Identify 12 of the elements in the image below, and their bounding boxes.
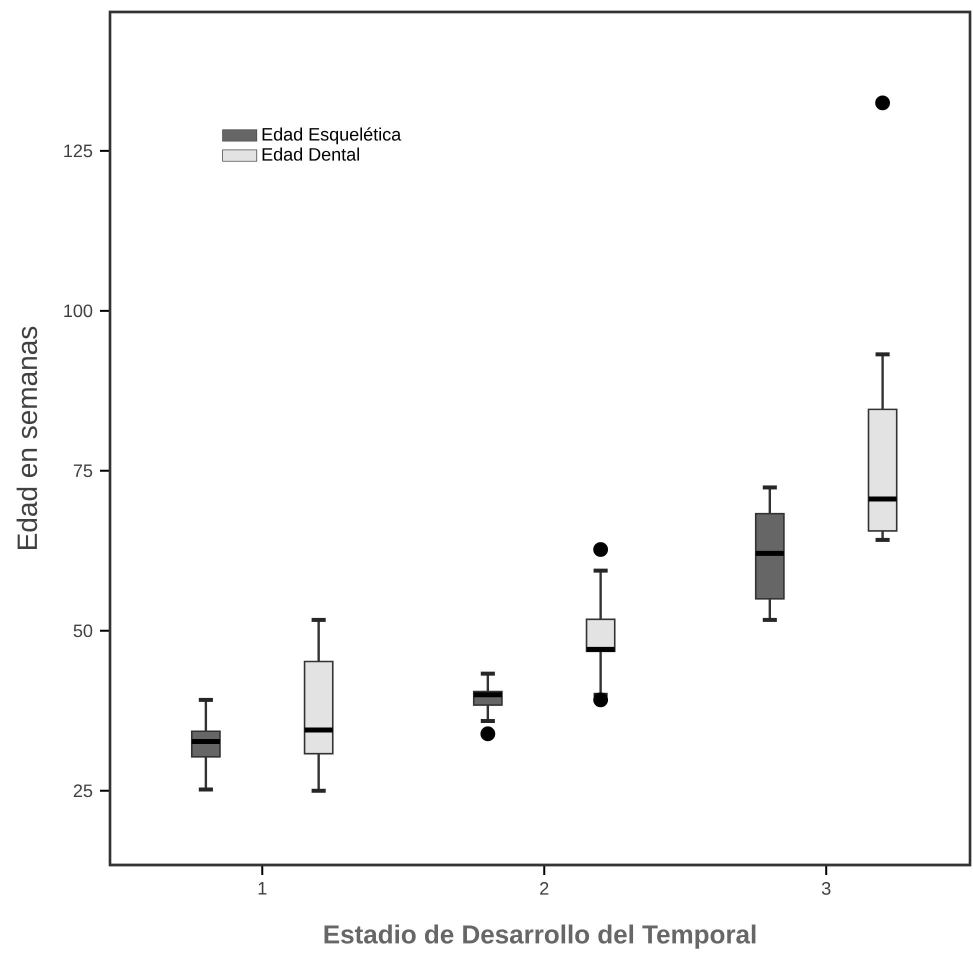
y-tick-label: 25 bbox=[74, 784, 92, 798]
y-tick-label: 100 bbox=[64, 304, 92, 318]
legend-label: Edad Dental bbox=[262, 148, 359, 161]
x-tick-label: 2 bbox=[540, 882, 548, 895]
legend-label: Edad Esquelética bbox=[262, 127, 402, 144]
y-tick-label: 125 bbox=[64, 144, 92, 158]
y-tick-label: 75 bbox=[74, 464, 92, 478]
x-axis-title: Estadio de Desarrollo del Temporal bbox=[324, 924, 756, 949]
y-axis-title: Edad en semanas bbox=[16, 326, 38, 550]
y-tick-label: 50 bbox=[74, 624, 92, 638]
x-tick-label: 3 bbox=[822, 882, 830, 895]
x-tick-label: 1 bbox=[258, 882, 266, 894]
